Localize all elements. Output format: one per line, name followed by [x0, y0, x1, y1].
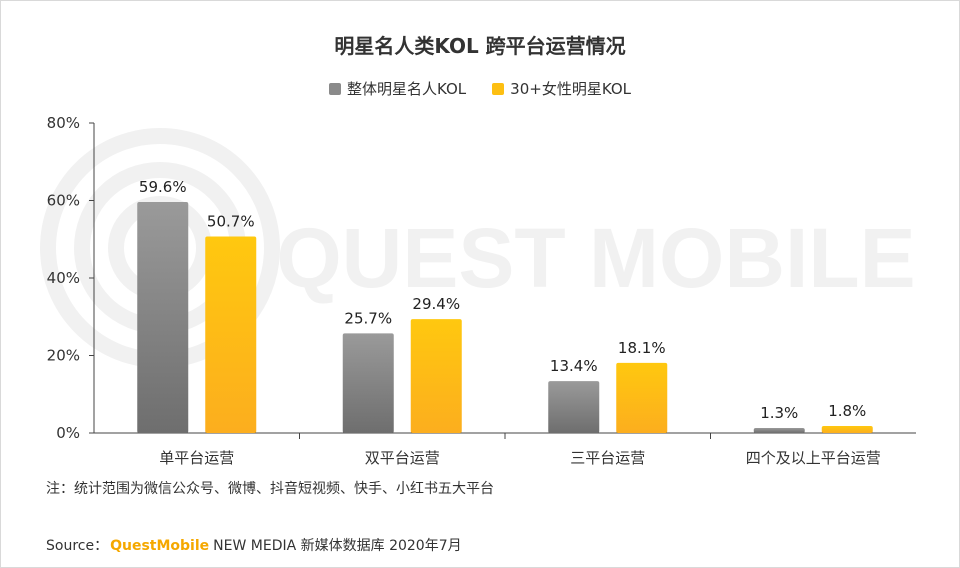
bar-female30: [616, 362, 668, 433]
y-tick-label: 0%: [56, 424, 80, 442]
bar-overall: [753, 427, 805, 433]
bar-female30: [205, 236, 257, 433]
x-tick-label: 四个及以上平台运营: [746, 449, 881, 467]
bar-female30: [821, 426, 873, 433]
x-tick-label: 双平台运营: [365, 449, 440, 467]
legend-swatch-gold: [492, 82, 505, 95]
x-tick-label: 单平台运营: [159, 449, 234, 467]
data-label: 13.4%: [550, 357, 598, 375]
legend-item-overall: 整体明星名人KOL: [328, 78, 467, 99]
watermark-text: QUEST MOBILE: [276, 211, 915, 305]
data-label: 59.6%: [139, 178, 187, 196]
legend-item-female30: 30+女性明星KOL: [492, 78, 631, 99]
source-brand: QuestMobile: [110, 538, 210, 554]
data-label: 50.7%: [207, 213, 255, 231]
bar-female30: [410, 319, 462, 433]
chart-title: 明星名人类KOL 跨平台运营情况: [334, 34, 626, 58]
legend-swatch-gray: [328, 82, 341, 95]
data-label: 1.8%: [828, 402, 866, 420]
y-tick-label: 20%: [47, 347, 80, 365]
legend: 整体明星名人KOL 30+女性明星KOL: [0, 78, 960, 99]
data-label: 29.4%: [412, 295, 460, 313]
legend-label-female30: 30+女性明星KOL: [510, 80, 632, 98]
data-label: 1.3%: [760, 404, 798, 422]
legend-label-overall: 整体明星名人KOL: [346, 80, 467, 98]
source-label: Source：: [46, 538, 109, 554]
source-rest: NEW MEDIA 新媒体数据库 2020年7月: [213, 538, 462, 554]
bar-overall: [137, 202, 189, 433]
footnote: 注：统计范围为微信公众号、微博、抖音短视频、快手、小红书五大平台: [46, 481, 494, 497]
data-label: 18.1%: [618, 339, 666, 357]
bar-overall: [548, 381, 600, 433]
y-tick-label: 60%: [47, 192, 80, 210]
source-line: Source： QuestMobile NEW MEDIA 新媒体数据库 202…: [46, 535, 462, 555]
y-tick-label: 80%: [47, 114, 80, 132]
y-tick-label: 40%: [47, 269, 80, 287]
data-label: 25.7%: [344, 309, 392, 327]
bar-overall: [342, 333, 394, 433]
x-tick-label: 三平台运营: [570, 449, 645, 467]
